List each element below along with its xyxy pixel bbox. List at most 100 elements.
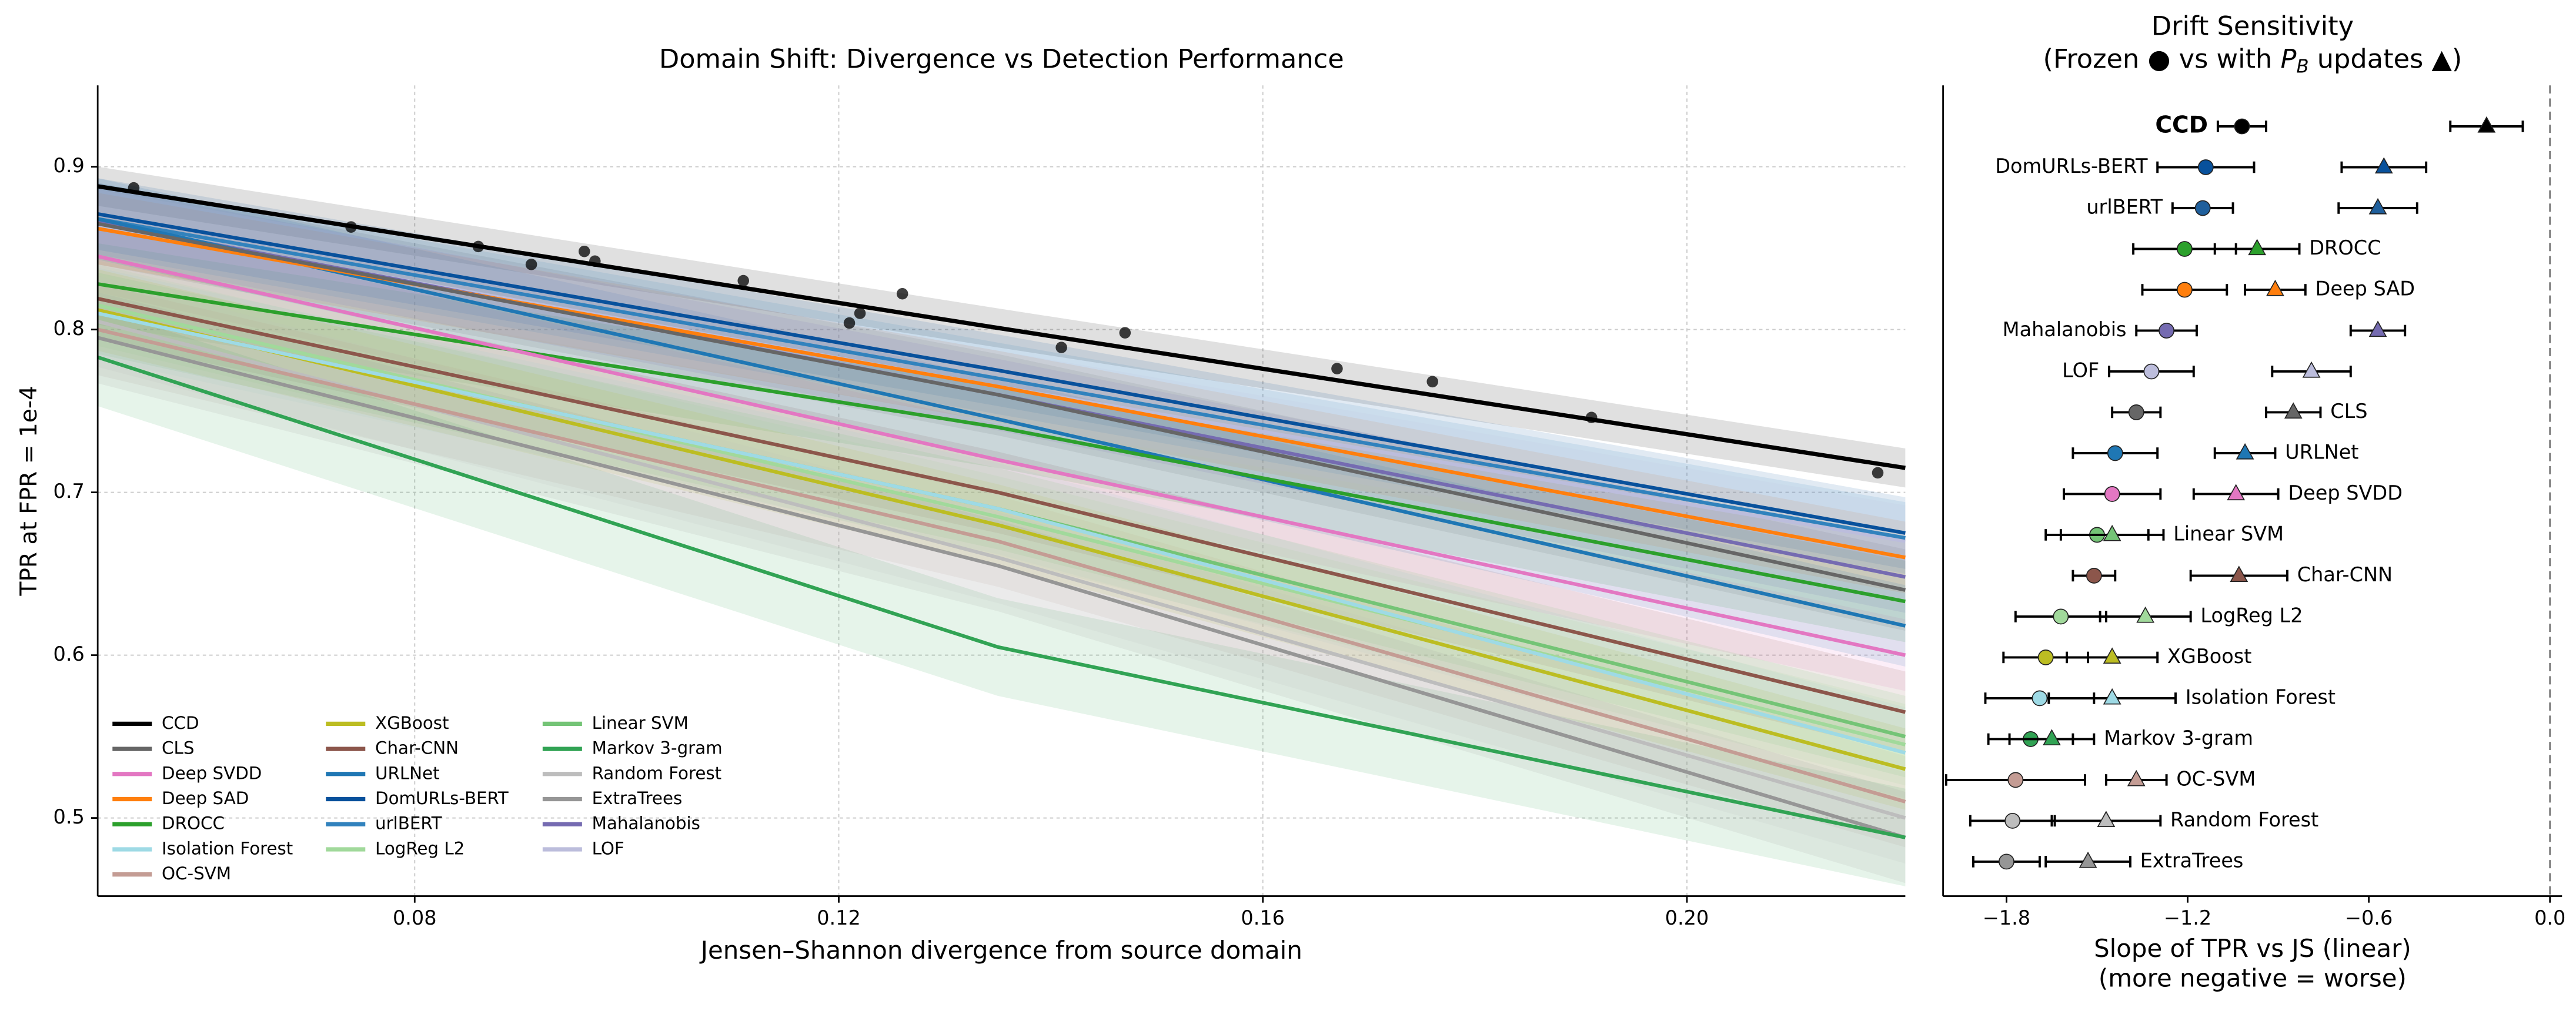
data-point: [843, 317, 856, 329]
y-tick-label: 0.9: [54, 154, 85, 177]
confidence-band: [98, 257, 1906, 753]
y-axis-label: TPR at FPR = 1e-4: [16, 386, 42, 596]
frozen-marker: [2197, 159, 2214, 175]
frozen-marker: [2004, 813, 2021, 829]
legend-label: XGBoost: [375, 713, 449, 733]
updated-marker: [2103, 524, 2121, 541]
row-label: Char-CNN: [2297, 563, 2393, 586]
data-point: [525, 259, 537, 270]
confidence-band: [98, 243, 1906, 642]
fit-line: [97, 217, 1906, 540]
x-axis-label: (more negative = worse): [2099, 963, 2407, 992]
updated-marker: [2374, 157, 2393, 174]
row-label: LogReg L2: [2200, 604, 2303, 627]
frozen-marker: [2032, 690, 2048, 707]
row-label: Linear SVM: [2173, 522, 2284, 545]
x-tick-label: −0.6: [2345, 906, 2393, 929]
y-tick-label: 0.5: [54, 805, 85, 828]
data-point: [1331, 363, 1343, 374]
fit-line: [97, 336, 1906, 839]
fit-line: [97, 212, 1906, 535]
legend-label: LOF: [592, 838, 624, 858]
x-tick-label: −1.8: [1983, 906, 2030, 929]
data-point: [896, 287, 908, 300]
confidence-band: [98, 220, 1906, 691]
confidence-band: [98, 189, 1906, 577]
fit-line: [97, 255, 1906, 657]
legend-label: Linear SVM: [592, 713, 689, 733]
legend-label: Mahalanobis: [592, 814, 700, 833]
subtitle-text: B: [2296, 56, 2308, 77]
y-tick-label: 0.6: [54, 642, 85, 665]
confidence-band: [98, 183, 1906, 631]
x-tick-label: 0.12: [817, 906, 861, 929]
chart-title: Drift Sensitivity: [2151, 11, 2354, 41]
updated-marker: [2368, 197, 2387, 215]
chart-subtitle: (Frozen ● vs with PB updates ▲): [2043, 43, 2463, 77]
row-label: Markov 3-gram: [2104, 727, 2253, 749]
fit-line: [97, 355, 1906, 839]
chart-title: Domain Shift: Divergence vs Detection Pe…: [659, 43, 1344, 74]
row-label: CCD: [2155, 112, 2208, 139]
updated-marker: [2097, 811, 2116, 828]
updated-marker: [2103, 688, 2121, 705]
data-point: [1055, 342, 1067, 353]
legend-label: ExtraTrees: [592, 788, 683, 808]
legend-label: LogReg L2: [375, 838, 465, 858]
legend-label: Deep SVDD: [162, 763, 262, 783]
row-label: LOF: [2062, 359, 2099, 381]
legend-label: URLNet: [375, 763, 440, 783]
fit-line: [97, 308, 1906, 771]
fit-line: [97, 303, 1906, 746]
frozen-marker: [2053, 608, 2069, 625]
data-point: [472, 240, 485, 253]
row-label: DROCC: [2309, 236, 2381, 259]
fit-line: [97, 282, 1906, 604]
data-point: [1426, 376, 1438, 388]
data-point: [345, 221, 357, 233]
x-tick-label: 0.0: [2534, 906, 2565, 929]
row-label: DomURLs-BERT: [1995, 155, 2148, 178]
subtitle-text: (Frozen ● vs with: [2043, 43, 2281, 74]
row-label: CLS: [2330, 400, 2367, 423]
updated-marker: [2236, 443, 2254, 460]
frozen-marker: [2234, 118, 2250, 135]
legend-label: CCD: [162, 713, 199, 733]
updated-marker: [2127, 769, 2146, 786]
fit-line: [97, 217, 1906, 628]
y-tick-label: 0.8: [54, 317, 85, 340]
frozen-marker: [2176, 282, 2193, 298]
frozen-marker: [2176, 241, 2193, 257]
row-label: URLNet: [2285, 440, 2358, 463]
updated-marker: [2136, 606, 2155, 623]
frozen-marker: [2037, 650, 2054, 665]
legend-label: Random Forest: [592, 763, 722, 783]
updated-marker: [2302, 361, 2321, 378]
row-label: Mahalanobis: [2003, 318, 2127, 341]
subtitle-text: P: [2281, 43, 2297, 74]
frozen-marker: [1999, 853, 2014, 870]
fit-line: [97, 327, 1906, 804]
updated-marker: [2248, 239, 2267, 256]
legend-label: Markov 3-gram: [592, 738, 723, 758]
frozen-marker: [2107, 445, 2123, 461]
legend-label: DomURLs-BERT: [375, 788, 509, 808]
updated-marker: [2227, 484, 2246, 501]
updated-marker: [2284, 402, 2303, 419]
legend-label: Char-CNN: [375, 738, 459, 758]
x-tick-label: 0.16: [1241, 906, 1285, 929]
updated-marker: [2477, 116, 2496, 133]
confidence-band: [98, 269, 1906, 810]
data-point: [578, 245, 590, 257]
x-tick-label: 0.08: [393, 906, 437, 929]
updated-marker: [2266, 279, 2284, 296]
fit-line: [97, 297, 1906, 714]
data-point: [1585, 411, 1598, 424]
updated-marker: [2103, 647, 2121, 664]
legend-label: DROCC: [162, 814, 225, 833]
fit-line: [97, 311, 1906, 755]
updated-marker: [2368, 320, 2387, 337]
legend-label: Isolation Forest: [162, 838, 293, 858]
legend-label: OC-SVM: [162, 863, 231, 883]
